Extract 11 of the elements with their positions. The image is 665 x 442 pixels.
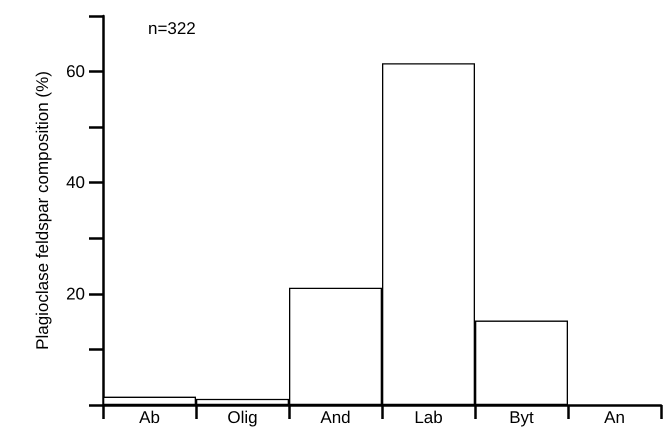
x-tick-label: Byt — [509, 408, 534, 427]
annotation: n=322 — [148, 19, 196, 38]
x-tick-label: Ab — [139, 408, 160, 427]
x-tick-label: And — [320, 408, 351, 427]
x-tick-label: Olig — [227, 408, 258, 427]
y-axis-title: Plagioclase feldspar composition (%) — [33, 71, 52, 350]
y-tick-label: 40 — [66, 173, 85, 192]
y-tick-label: 20 — [66, 284, 85, 304]
x-tick-label: Lab — [414, 408, 443, 427]
x-tick-label: An — [604, 408, 625, 427]
y-tick-label: 60 — [66, 62, 85, 82]
